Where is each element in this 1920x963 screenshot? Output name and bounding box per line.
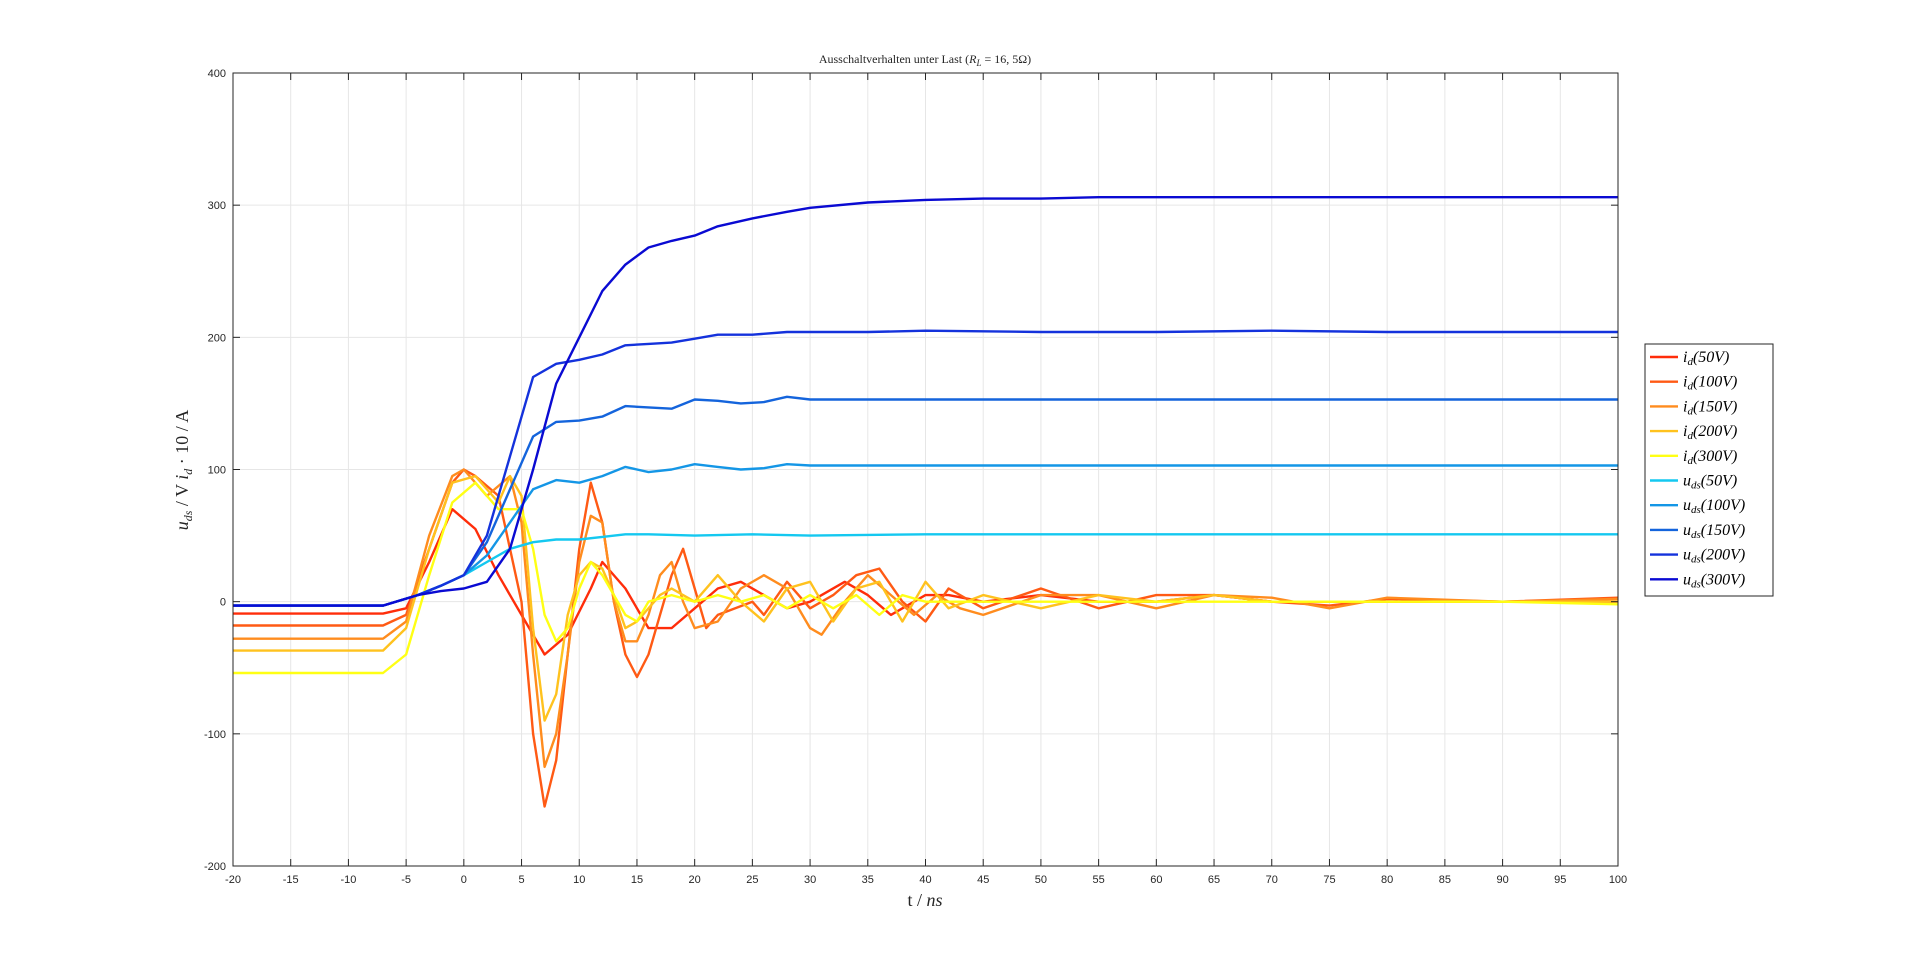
legend: id(50V) id(100V) id(150V) id(200V) id(300V) u… <box>1644 343 1774 597</box>
chart-title: Ausschaltverhalten unter Last (RL = 16, … <box>819 52 1031 68</box>
legend-label: id(300V) <box>1683 448 1737 467</box>
y-tick-label: -200 <box>204 861 226 873</box>
x-tick-label: 90 <box>1496 874 1508 886</box>
title-prefix: Ausschaltverhalten unter Last ( <box>819 52 969 66</box>
x-tick-label: 45 <box>977 874 989 886</box>
y-tick-label: -100 <box>204 729 226 741</box>
x-axis-label: t / ns <box>907 890 942 910</box>
x-tick-label: -5 <box>401 874 411 886</box>
legend-label: id(50V) <box>1683 349 1729 368</box>
x-tick-label: 95 <box>1554 874 1566 886</box>
x-tick-label: 85 <box>1439 874 1451 886</box>
x-tick-label: 55 <box>1093 874 1105 886</box>
series-line-9 <box>233 196 1618 607</box>
y-tick-label: 200 <box>208 332 226 344</box>
series-line-4 <box>233 481 1619 675</box>
y-tick-label: 100 <box>208 465 226 477</box>
x-tick-label: 60 <box>1150 874 1162 886</box>
x-tick-label: 0 <box>461 874 467 886</box>
legend-label: uds(150V) <box>1683 522 1745 541</box>
x-tick-label: 10 <box>573 874 585 886</box>
x-tick-label: 100 <box>1609 874 1627 886</box>
legend-label: id(100V) <box>1683 374 1737 393</box>
x-tick-label: 70 <box>1266 874 1278 886</box>
x-tick-label: 40 <box>919 874 931 886</box>
legend-label: id(150V) <box>1683 398 1737 417</box>
x-tick-label: 50 <box>1035 874 1047 886</box>
legend-label: uds(50V) <box>1683 473 1737 492</box>
x-tick-label: 75 <box>1323 874 1335 886</box>
x-tick-label: 80 <box>1381 874 1393 886</box>
legend-label: uds(100V) <box>1683 497 1745 516</box>
y-tick-label: 0 <box>220 597 226 609</box>
x-axis: -20 -15 -10 -5 0 5 10 15 20 25 30 35 40 45 50 55 60 65 70 7… <box>225 73 1627 886</box>
legend-label: uds(300V) <box>1683 571 1745 590</box>
x-tick-label: -15 <box>283 874 299 886</box>
y-tick-label: 300 <box>208 200 226 212</box>
legend-label: id(200V) <box>1683 423 1737 442</box>
x-tick-label: 15 <box>631 874 643 886</box>
x-tick-label: 65 <box>1208 874 1220 886</box>
y-tick-label: 400 <box>208 68 226 80</box>
series-line-3 <box>233 474 1618 722</box>
x-tick-label: 5 <box>518 874 524 886</box>
y-axis-label: uds / V id · 10 / A <box>172 410 195 531</box>
x-tick-label: -20 <box>225 874 241 886</box>
x-tick-label: -10 <box>340 874 356 886</box>
series-line-2 <box>233 468 1619 769</box>
x-tick-label: 20 <box>689 874 701 886</box>
series-line-8 <box>233 329 1618 607</box>
series-layer <box>233 196 1619 808</box>
series-line-6 <box>233 463 1618 607</box>
y-axis: -200 -100 0 100 200 300 400 <box>204 68 1618 873</box>
legend-label: uds(200V) <box>1683 547 1745 566</box>
x-tick-label: 25 <box>746 874 758 886</box>
x-tick-label: 30 <box>804 874 816 886</box>
x-tick-label: 35 <box>862 874 874 886</box>
